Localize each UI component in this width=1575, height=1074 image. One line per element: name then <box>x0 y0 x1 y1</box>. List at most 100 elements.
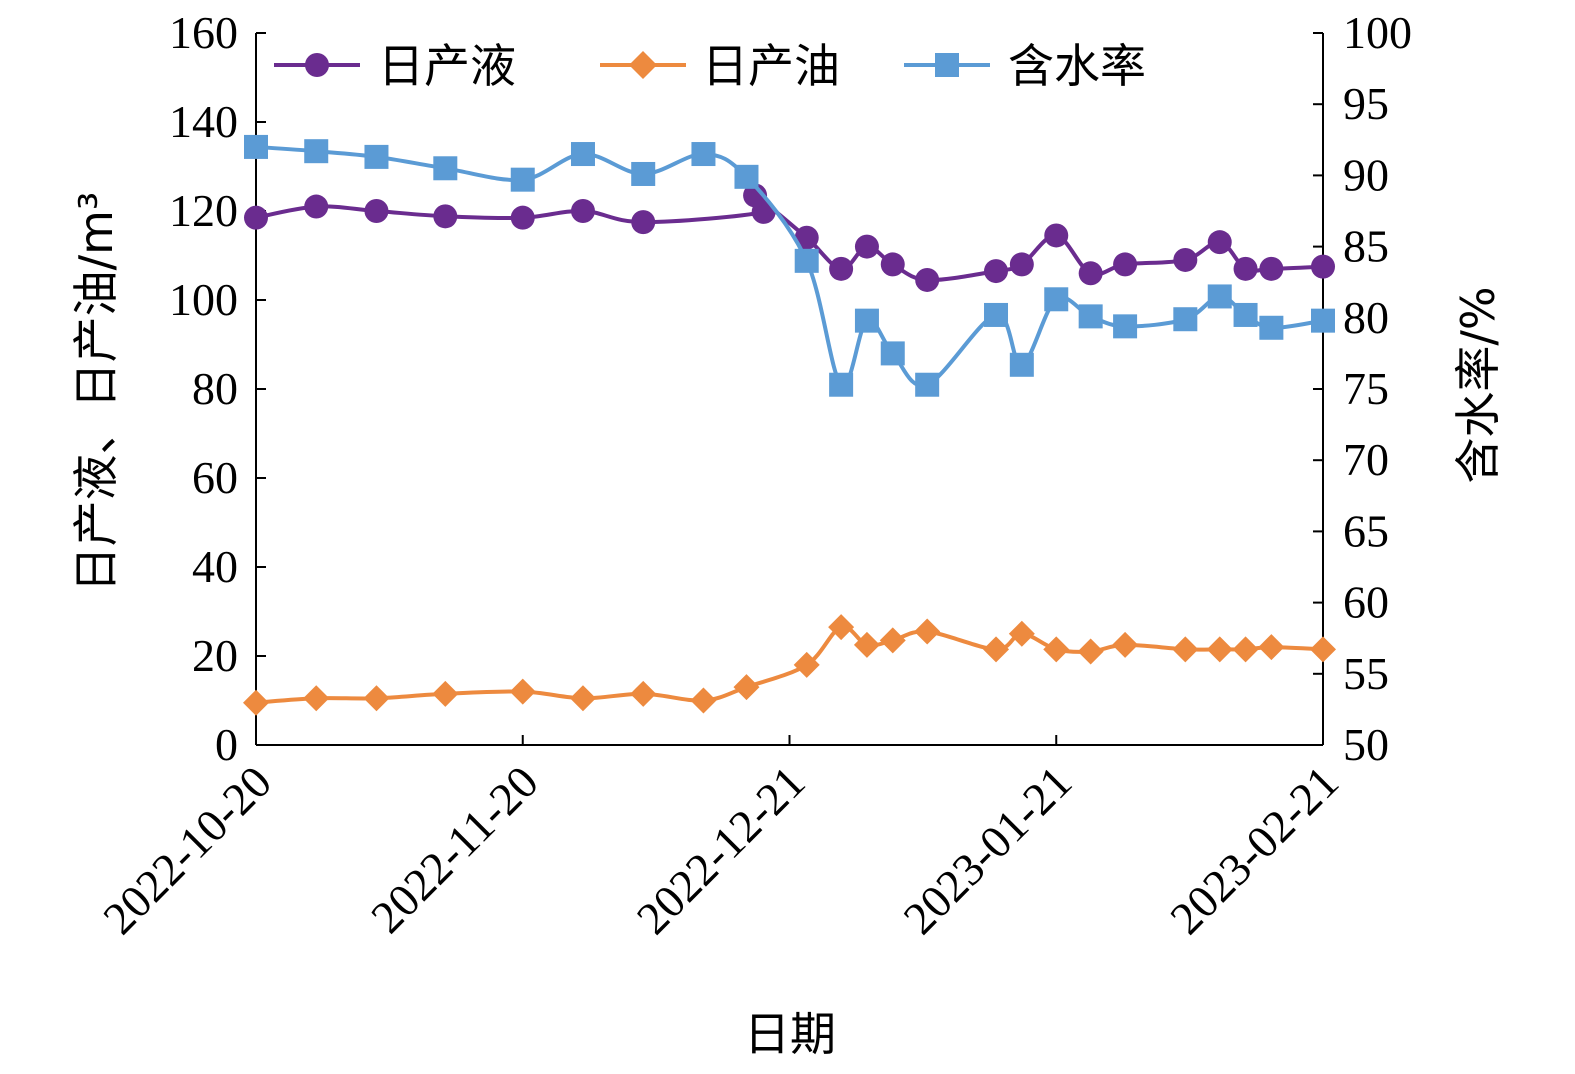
data-point-oil <box>303 685 330 712</box>
data-point-liquid <box>1009 252 1034 277</box>
data-point-oil <box>828 614 855 641</box>
y-left-tick-label: 140 <box>169 96 238 147</box>
data-point-watercut <box>880 341 905 366</box>
data-point-liquid <box>631 210 656 235</box>
y-right-tick-label: 75 <box>1343 363 1389 414</box>
data-point-liquid <box>1113 252 1138 277</box>
x-tick-label: 2023-01-21 <box>893 756 1081 944</box>
y-left-tick-label: 0 <box>215 719 238 770</box>
legend-item-watercut: 含水率 <box>904 39 1146 93</box>
data-point-liquid <box>1078 261 1103 286</box>
series-layer <box>243 134 1336 716</box>
series-liquid <box>244 183 1335 292</box>
data-point-liquid <box>829 256 854 281</box>
y-left-tick-label: 100 <box>169 274 238 325</box>
x-tick-label: 2023-02-21 <box>1160 756 1348 944</box>
data-point-watercut <box>364 144 389 169</box>
y-left-tick-label: 120 <box>169 185 238 236</box>
data-point-liquid <box>743 183 768 208</box>
data-point-oil <box>1310 636 1336 663</box>
data-point-oil <box>569 685 596 712</box>
data-point-oil <box>363 685 390 712</box>
legend-label-oil: 日产油 <box>702 39 840 93</box>
data-point-liquid <box>1311 254 1335 279</box>
data-point-watercut <box>1233 302 1258 327</box>
data-point-liquid <box>854 234 879 259</box>
data-point-watercut <box>1311 308 1335 333</box>
data-point-oil <box>793 651 820 678</box>
data-point-oil <box>509 678 536 705</box>
data-point-oil <box>983 636 1010 663</box>
x-tick-label: 2022-11-20 <box>361 756 548 943</box>
data-point-oil <box>1112 631 1139 658</box>
data-point-liquid <box>880 252 905 277</box>
data-point-oil <box>1077 638 1104 665</box>
data-point-watercut <box>244 134 268 159</box>
data-point-liquid <box>1173 247 1198 272</box>
legend-item-oil: 日产油 <box>600 39 840 93</box>
data-point-watercut <box>829 372 854 397</box>
y-left-tick-label: 20 <box>192 630 238 681</box>
y-left-tick-label: 40 <box>192 541 238 592</box>
y-right-tick-label: 95 <box>1343 78 1389 129</box>
data-point-oil <box>914 618 941 645</box>
data-point-watercut <box>1009 352 1034 377</box>
legend-marker-oil <box>629 51 657 79</box>
y-right-tick-label: 90 <box>1343 149 1389 200</box>
y-right-tick-label: 65 <box>1343 505 1389 556</box>
data-point-liquid <box>1233 256 1258 281</box>
data-point-liquid <box>915 267 940 292</box>
data-point-liquid <box>304 194 329 219</box>
data-point-watercut <box>631 161 656 186</box>
data-point-watercut <box>570 142 595 167</box>
data-point-watercut <box>1207 284 1232 309</box>
y-right-tick-label: 50 <box>1343 719 1389 770</box>
legend-item-liquid: 日产液 <box>274 39 516 93</box>
y-right-tick-label: 70 <box>1343 434 1389 485</box>
x-tick-label: 2022-12-21 <box>627 756 815 944</box>
series-line-oil <box>255 624 1324 705</box>
data-point-oil <box>1232 636 1259 663</box>
data-point-watercut <box>984 302 1009 327</box>
data-point-oil <box>1258 634 1285 661</box>
data-point-liquid <box>244 205 268 230</box>
data-point-oil <box>1008 620 1035 647</box>
data-point-liquid <box>510 205 535 230</box>
y-right-tick-label: 60 <box>1343 577 1389 628</box>
data-point-liquid <box>570 199 595 223</box>
data-point-oil <box>243 689 269 716</box>
y-right-tick-label: 55 <box>1343 648 1389 699</box>
data-point-watercut <box>1113 314 1138 339</box>
data-point-watercut <box>691 142 716 167</box>
y-right-tick-label: 85 <box>1343 221 1389 272</box>
data-point-oil <box>1206 636 1233 663</box>
data-point-watercut <box>304 139 329 164</box>
y-left-tick-label: 160 <box>169 7 238 58</box>
x-tick-label: 2022-10-20 <box>93 756 281 944</box>
data-point-watercut <box>1259 315 1284 340</box>
series-watercut <box>244 134 1335 397</box>
data-point-liquid <box>1207 230 1232 255</box>
series-oil <box>243 614 1336 716</box>
y-right-tick-label: 80 <box>1343 292 1389 343</box>
y-right-tick-label: 100 <box>1343 7 1412 58</box>
data-point-oil <box>1043 636 1070 663</box>
data-point-watercut <box>1173 307 1198 332</box>
x-axis-title: 日期 <box>744 1007 836 1061</box>
data-point-liquid <box>794 225 819 250</box>
y-left-axis-title: 日产液、日产油/m³ <box>69 192 123 593</box>
data-point-oil <box>733 674 760 701</box>
data-point-liquid <box>984 259 1009 284</box>
data-point-watercut <box>854 308 879 333</box>
data-point-watercut <box>734 164 759 189</box>
series-line-watercut <box>255 144 1324 388</box>
data-point-liquid <box>1044 223 1069 248</box>
y-left-tick-label: 60 <box>192 452 238 503</box>
data-point-oil <box>630 680 657 707</box>
data-point-liquid <box>433 204 458 229</box>
data-point-watercut <box>794 248 819 273</box>
data-point-oil <box>690 687 717 714</box>
y-left-tick-label: 80 <box>192 363 238 414</box>
y-right-axis-title: 含水率/% <box>1451 286 1505 483</box>
data-point-watercut <box>1078 304 1103 329</box>
